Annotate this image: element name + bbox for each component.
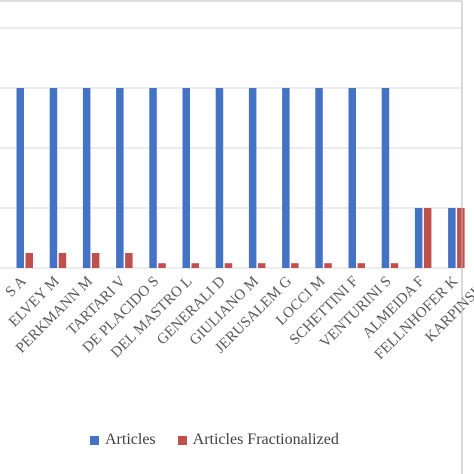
bar-articles: [82, 88, 91, 268]
bar-articles-fractionalized: [158, 263, 166, 268]
bar-articles: [448, 208, 456, 268]
bar-articles: [315, 88, 323, 268]
bar-articles-fractionalized: [390, 263, 399, 268]
bar-articles-fractionalized: [357, 263, 365, 268]
legend-label-articles-fractionalized: Articles Fractionalized: [192, 431, 339, 448]
bar-articles: [248, 88, 257, 268]
bar-articles: [414, 208, 423, 268]
legend-label-articles: Articles: [105, 431, 156, 448]
bar-articles: [149, 88, 157, 268]
bar-articles-fractionalized: [191, 263, 199, 268]
bar-articles-fractionalized: [224, 263, 233, 268]
legend-item-articles-fractionalized: Articles Fractionalized: [177, 431, 339, 449]
legend-swatch-articles-fractionalized: [177, 435, 187, 445]
gridlines: [0, 27, 462, 269]
bar-articles: [215, 88, 224, 268]
bar-articles-fractionalized: [423, 208, 432, 268]
bar-articles-fractionalized: [91, 253, 100, 268]
bar-articles-fractionalized: [324, 263, 332, 268]
bar-articles: [16, 88, 24, 268]
bar-articles: [282, 88, 290, 268]
bar-articles: [381, 88, 390, 268]
legend-item-articles: Articles: [90, 431, 156, 449]
legend: Articles Articles Fractionalized: [90, 428, 420, 452]
bar-articles: [49, 88, 58, 268]
bars: [16, 88, 465, 268]
bar-articles: [348, 88, 356, 268]
bar-articles-fractionalized: [25, 253, 33, 268]
category-label: S A: [3, 273, 30, 300]
bar-articles-fractionalized: [125, 253, 133, 268]
legend-swatch-articles: [90, 435, 99, 445]
bar-articles: [182, 88, 190, 268]
bar-articles-fractionalized: [291, 263, 299, 268]
bar-articles-fractionalized: [257, 263, 266, 268]
bar-articles-fractionalized: [58, 253, 67, 268]
bar-articles: [116, 88, 124, 268]
bar-articles-fractionalized: [457, 208, 465, 268]
